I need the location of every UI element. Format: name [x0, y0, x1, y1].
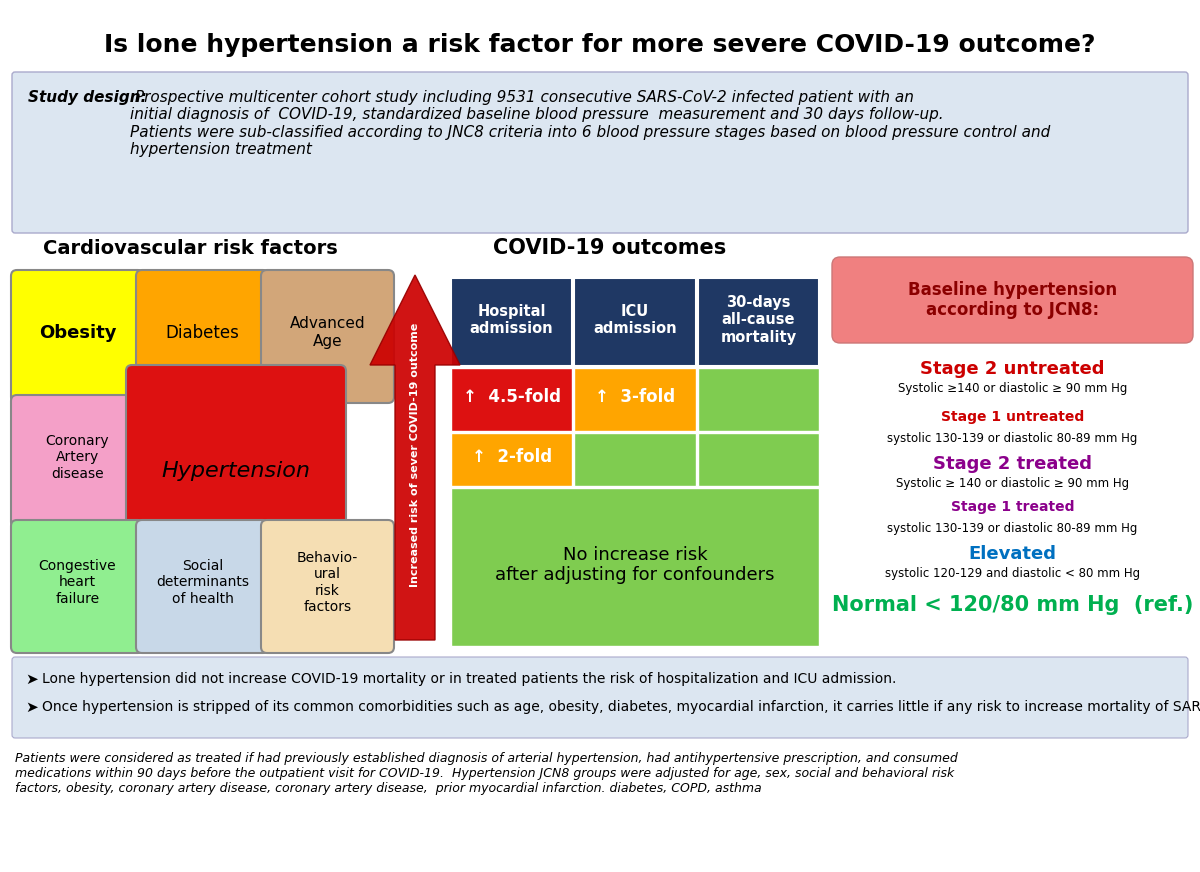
- Text: Patients were considered as treated if had previously established diagnosis of a: Patients were considered as treated if h…: [14, 752, 958, 795]
- Text: Hypertension: Hypertension: [162, 461, 311, 481]
- Text: Systolic ≥ 140 or diastolic ≥ 90 mm Hg: Systolic ≥ 140 or diastolic ≥ 90 mm Hg: [896, 477, 1129, 490]
- Text: Stage 2 treated: Stage 2 treated: [934, 455, 1092, 473]
- Text: ↑  4.5-fold: ↑ 4.5-fold: [463, 389, 560, 406]
- Text: ➤: ➤: [25, 700, 37, 715]
- Text: Prospective multicenter cohort study including 9531 consecutive SARS-CoV-2 infec: Prospective multicenter cohort study inc…: [130, 90, 1050, 157]
- Text: Hospital
admission: Hospital admission: [470, 303, 553, 337]
- Text: Cardiovascular risk factors: Cardiovascular risk factors: [43, 239, 337, 257]
- Text: ➤: ➤: [25, 672, 37, 687]
- Text: systolic 130-139 or diastolic 80-89 mm Hg: systolic 130-139 or diastolic 80-89 mm H…: [887, 522, 1138, 535]
- FancyBboxPatch shape: [451, 488, 818, 646]
- Text: systolic 130-139 or diastolic 80-89 mm Hg: systolic 130-139 or diastolic 80-89 mm H…: [887, 432, 1138, 445]
- FancyBboxPatch shape: [451, 368, 572, 431]
- Text: Coronary
Artery
disease: Coronary Artery disease: [46, 434, 109, 480]
- Text: Elevated: Elevated: [968, 545, 1056, 563]
- FancyBboxPatch shape: [451, 278, 572, 366]
- FancyBboxPatch shape: [11, 520, 144, 653]
- FancyBboxPatch shape: [262, 270, 394, 403]
- FancyBboxPatch shape: [451, 433, 572, 486]
- FancyBboxPatch shape: [126, 365, 346, 585]
- FancyBboxPatch shape: [832, 257, 1193, 343]
- Text: Advanced
Age: Advanced Age: [289, 317, 365, 349]
- Text: Increased risk of sever COVID-19 outcome: Increased risk of sever COVID-19 outcome: [410, 323, 420, 587]
- Text: Stage 1 untreated: Stage 1 untreated: [941, 410, 1084, 424]
- FancyBboxPatch shape: [830, 255, 1195, 655]
- Text: ↑  2-fold: ↑ 2-fold: [472, 448, 552, 467]
- FancyBboxPatch shape: [697, 433, 818, 486]
- Text: Baseline hypertension
according to JCN8:: Baseline hypertension according to JCN8:: [908, 281, 1117, 319]
- Text: 30-days
all-cause
mortality: 30-days all-cause mortality: [720, 295, 797, 345]
- FancyBboxPatch shape: [262, 520, 394, 653]
- FancyBboxPatch shape: [12, 72, 1188, 233]
- Polygon shape: [370, 275, 460, 640]
- FancyBboxPatch shape: [11, 395, 144, 528]
- FancyBboxPatch shape: [12, 657, 1188, 738]
- FancyBboxPatch shape: [136, 270, 269, 403]
- Text: Congestive
heart
failure: Congestive heart failure: [38, 559, 116, 606]
- Text: Lone hypertension did not increase COVID-19 mortality or in treated patients the: Lone hypertension did not increase COVID…: [42, 672, 896, 686]
- FancyBboxPatch shape: [697, 278, 818, 366]
- Text: Social
determinants
of health: Social determinants of health: [156, 559, 250, 606]
- Text: Normal < 120/80 mm Hg  (ref.): Normal < 120/80 mm Hg (ref.): [832, 595, 1193, 615]
- Text: Study design:: Study design:: [28, 90, 146, 105]
- Text: Obesity: Obesity: [38, 324, 116, 342]
- FancyBboxPatch shape: [575, 433, 696, 486]
- Text: Stage 2 untreated: Stage 2 untreated: [920, 360, 1105, 378]
- Text: Behavio-
ural
risk
factors: Behavio- ural risk factors: [296, 551, 358, 614]
- Text: Is lone hypertension a risk factor for more severe COVID-19 outcome?: Is lone hypertension a risk factor for m…: [104, 33, 1096, 57]
- FancyBboxPatch shape: [575, 368, 696, 431]
- Text: Diabetes: Diabetes: [166, 324, 240, 342]
- FancyBboxPatch shape: [575, 278, 696, 366]
- Text: Stage 1 treated: Stage 1 treated: [950, 500, 1074, 514]
- Text: No increase risk
after adjusting for confounders: No increase risk after adjusting for con…: [496, 546, 775, 584]
- Text: Systolic ≥140 or diastolic ≥ 90 mm Hg: Systolic ≥140 or diastolic ≥ 90 mm Hg: [898, 382, 1127, 395]
- Text: COVID-19 outcomes: COVID-19 outcomes: [493, 238, 727, 258]
- FancyBboxPatch shape: [11, 270, 144, 403]
- Text: systolic 120-129 and diastolic < 80 mm Hg: systolic 120-129 and diastolic < 80 mm H…: [884, 567, 1140, 580]
- FancyBboxPatch shape: [136, 520, 269, 653]
- Text: Once hypertension is stripped of its common comorbidities such as age, obesity, : Once hypertension is stripped of its com…: [42, 700, 1200, 714]
- FancyBboxPatch shape: [697, 368, 818, 431]
- Text: ↑  3-fold: ↑ 3-fold: [595, 389, 676, 406]
- Text: ICU
admission: ICU admission: [593, 303, 677, 337]
